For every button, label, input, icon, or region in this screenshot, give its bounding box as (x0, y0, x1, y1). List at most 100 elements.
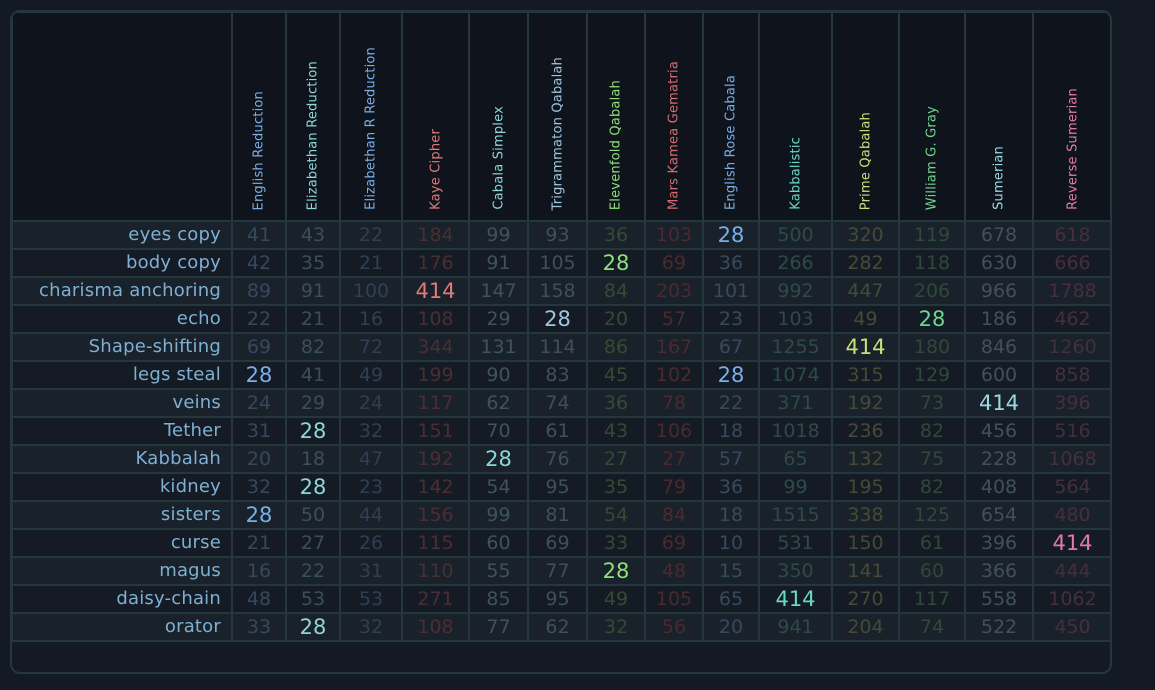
value-cell[interactable]: 74 (898, 612, 966, 642)
value-cell[interactable]: 28 (285, 416, 341, 446)
value-cell[interactable]: 500 (758, 220, 833, 250)
value-cell[interactable]: 1062 (1032, 584, 1110, 614)
value-cell[interactable]: 28 (898, 304, 966, 334)
value-cell[interactable]: 54 (468, 472, 529, 502)
row-label[interactable]: veins (12, 388, 233, 418)
value-cell[interactable]: 1788 (1032, 276, 1110, 306)
value-cell[interactable]: 32 (586, 612, 646, 642)
row-label[interactable]: legs steal (12, 360, 233, 390)
value-cell[interactable]: 41 (231, 220, 287, 250)
row-label[interactable]: eyes copy (12, 220, 233, 250)
value-cell[interactable]: 266 (758, 248, 833, 278)
value-cell[interactable]: 35 (285, 248, 341, 278)
value-cell[interactable]: 93 (527, 220, 588, 250)
value-cell[interactable]: 462 (1032, 304, 1110, 334)
value-cell[interactable]: 24 (339, 388, 403, 418)
value-cell[interactable]: 282 (831, 248, 900, 278)
value-cell[interactable]: 396 (1032, 388, 1110, 418)
value-cell[interactable]: 1515 (758, 500, 833, 530)
value-cell[interactable]: 49 (831, 304, 900, 334)
value-cell[interactable]: 33 (586, 528, 646, 558)
column-header-cabala-simplex[interactable]: Cabala Simplex (468, 12, 529, 222)
value-cell[interactable]: 414 (831, 332, 900, 362)
value-cell[interactable]: 480 (1032, 500, 1110, 530)
value-cell[interactable]: 992 (758, 276, 833, 306)
value-cell[interactable]: 91 (468, 248, 529, 278)
value-cell[interactable]: 28 (468, 444, 529, 474)
value-cell[interactable]: 117 (401, 388, 470, 418)
value-cell[interactable]: 117 (898, 584, 966, 614)
value-cell[interactable]: 28 (586, 556, 646, 586)
value-cell[interactable]: 167 (644, 332, 704, 362)
value-cell[interactable]: 203 (644, 276, 704, 306)
value-cell[interactable]: 36 (702, 472, 760, 502)
value-cell[interactable]: 28 (527, 304, 588, 334)
value-cell[interactable]: 1074 (758, 360, 833, 390)
value-cell[interactable]: 456 (964, 416, 1034, 446)
value-cell[interactable]: 48 (644, 556, 704, 586)
value-cell[interactable]: 27 (285, 528, 341, 558)
column-header-elizabethan-reduction[interactable]: Elizabethan Reduction (285, 12, 341, 222)
value-cell[interactable]: 89 (231, 276, 287, 306)
column-header-trigrammaton-qabalah[interactable]: Trigrammaton Qabalah (527, 12, 588, 222)
value-cell[interactable]: 195 (831, 472, 900, 502)
value-cell[interactable]: 941 (758, 612, 833, 642)
value-cell[interactable]: 115 (401, 528, 470, 558)
value-cell[interactable]: 151 (401, 416, 470, 446)
value-cell[interactable]: 414 (964, 388, 1034, 418)
value-cell[interactable]: 846 (964, 332, 1034, 362)
value-cell[interactable]: 84 (586, 276, 646, 306)
value-cell[interactable]: 1018 (758, 416, 833, 446)
value-cell[interactable]: 108 (401, 612, 470, 642)
value-cell[interactable]: 228 (964, 444, 1034, 474)
value-cell[interactable]: 75 (898, 444, 966, 474)
value-cell[interactable]: 99 (758, 472, 833, 502)
value-cell[interactable]: 666 (1032, 248, 1110, 278)
value-cell[interactable]: 67 (702, 332, 760, 362)
value-cell[interactable]: 81 (527, 500, 588, 530)
value-cell[interactable]: 50 (285, 500, 341, 530)
row-label[interactable]: kidney (12, 472, 233, 502)
value-cell[interactable]: 69 (644, 248, 704, 278)
value-cell[interactable]: 82 (898, 472, 966, 502)
value-cell[interactable]: 35 (586, 472, 646, 502)
value-cell[interactable]: 60 (898, 556, 966, 586)
value-cell[interactable]: 522 (964, 612, 1034, 642)
value-cell[interactable]: 105 (644, 584, 704, 614)
value-cell[interactable]: 29 (285, 388, 341, 418)
value-cell[interactable]: 142 (401, 472, 470, 502)
value-cell[interactable]: 15 (702, 556, 760, 586)
value-cell[interactable]: 53 (339, 584, 403, 614)
value-cell[interactable]: 344 (401, 332, 470, 362)
value-cell[interactable]: 20 (231, 444, 287, 474)
value-cell[interactable]: 84 (644, 500, 704, 530)
value-cell[interactable]: 408 (964, 472, 1034, 502)
row-label[interactable]: sisters (12, 500, 233, 530)
value-cell[interactable]: 320 (831, 220, 900, 250)
value-cell[interactable]: 77 (468, 612, 529, 642)
value-cell[interactable]: 118 (898, 248, 966, 278)
value-cell[interactable]: 47 (339, 444, 403, 474)
value-cell[interactable]: 61 (527, 416, 588, 446)
value-cell[interactable]: 315 (831, 360, 900, 390)
value-cell[interactable]: 18 (702, 416, 760, 446)
column-header-english-rose-cabala[interactable]: English Rose Cabala (702, 12, 760, 222)
value-cell[interactable]: 73 (898, 388, 966, 418)
value-cell[interactable]: 65 (702, 584, 760, 614)
value-cell[interactable]: 33 (231, 612, 287, 642)
value-cell[interactable]: 105 (527, 248, 588, 278)
value-cell[interactable]: 28 (586, 248, 646, 278)
value-cell[interactable]: 49 (339, 360, 403, 390)
value-cell[interactable]: 600 (964, 360, 1034, 390)
value-cell[interactable]: 77 (527, 556, 588, 586)
value-cell[interactable]: 21 (285, 304, 341, 334)
value-cell[interactable]: 22 (231, 304, 287, 334)
value-cell[interactable]: 45 (586, 360, 646, 390)
value-cell[interactable]: 31 (231, 416, 287, 446)
value-cell[interactable]: 21 (231, 528, 287, 558)
value-cell[interactable]: 57 (702, 444, 760, 474)
value-cell[interactable]: 350 (758, 556, 833, 586)
value-cell[interactable]: 100 (339, 276, 403, 306)
value-cell[interactable]: 129 (898, 360, 966, 390)
value-cell[interactable]: 28 (231, 360, 287, 390)
